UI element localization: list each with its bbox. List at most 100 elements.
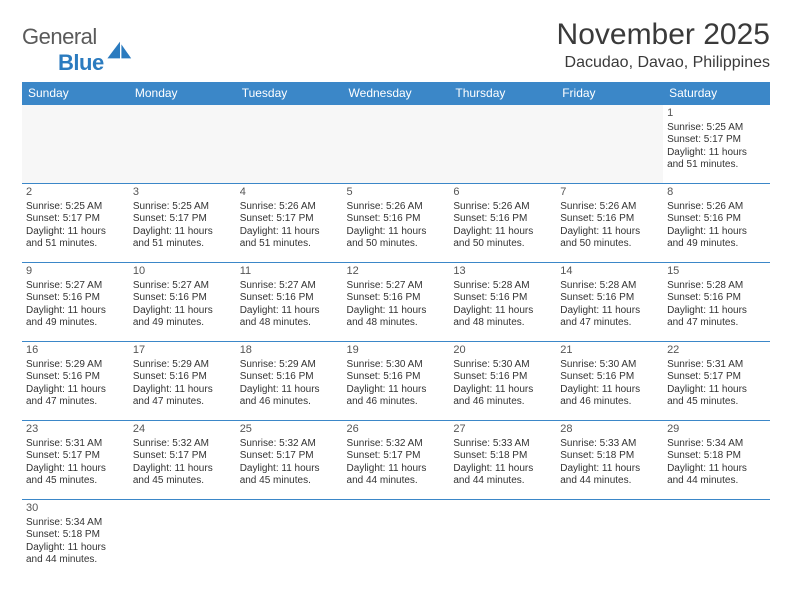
day-number: 17 <box>133 344 232 358</box>
daylight-text: Daylight: 11 hours <box>560 384 659 397</box>
calendar-cell: 10Sunrise: 5:27 AMSunset: 5:16 PMDayligh… <box>129 263 236 342</box>
day-number: 10 <box>133 265 232 279</box>
daylight-text-2: and 49 minutes. <box>26 317 125 330</box>
day-number: 18 <box>240 344 339 358</box>
calendar-cell-empty <box>343 500 450 579</box>
sunrise-text: Sunrise: 5:26 AM <box>560 201 659 214</box>
calendar-row: 1Sunrise: 5:25 AMSunset: 5:17 PMDaylight… <box>22 105 770 184</box>
sunset-text: Sunset: 5:16 PM <box>240 292 339 305</box>
logo-word-spacer: Blue <box>58 50 104 75</box>
calendar-cell-empty <box>129 500 236 579</box>
day-number: 5 <box>347 186 446 200</box>
sunset-text: Sunset: 5:17 PM <box>667 134 766 147</box>
calendar-cell: 26Sunrise: 5:32 AMSunset: 5:17 PMDayligh… <box>343 421 450 500</box>
calendar-cell: 30Sunrise: 5:34 AMSunset: 5:18 PMDayligh… <box>22 500 129 579</box>
daylight-text: Daylight: 11 hours <box>667 147 766 160</box>
daylight-text-2: and 48 minutes. <box>240 317 339 330</box>
daylight-text: Daylight: 11 hours <box>667 305 766 318</box>
daylight-text: Daylight: 11 hours <box>240 384 339 397</box>
sunset-text: Sunset: 5:17 PM <box>240 450 339 463</box>
day-number: 7 <box>560 186 659 200</box>
sunset-text: Sunset: 5:17 PM <box>26 450 125 463</box>
day-number: 2 <box>26 186 125 200</box>
day-header: Sunday <box>22 82 129 105</box>
day-header: Thursday <box>449 82 556 105</box>
calendar-cell-empty <box>236 500 343 579</box>
sunrise-text: Sunrise: 5:26 AM <box>453 201 552 214</box>
calendar-row: 23Sunrise: 5:31 AMSunset: 5:17 PMDayligh… <box>22 421 770 500</box>
sunrise-text: Sunrise: 5:34 AM <box>26 517 125 530</box>
sunrise-text: Sunrise: 5:30 AM <box>347 359 446 372</box>
calendar-cell: 15Sunrise: 5:28 AMSunset: 5:16 PMDayligh… <box>663 263 770 342</box>
sunset-text: Sunset: 5:18 PM <box>560 450 659 463</box>
sunset-text: Sunset: 5:18 PM <box>26 529 125 542</box>
sunset-text: Sunset: 5:16 PM <box>133 292 232 305</box>
calendar-cell: 17Sunrise: 5:29 AMSunset: 5:16 PMDayligh… <box>129 342 236 421</box>
calendar-cell: 4Sunrise: 5:26 AMSunset: 5:17 PMDaylight… <box>236 184 343 263</box>
day-number: 25 <box>240 423 339 437</box>
calendar-cell: 2Sunrise: 5:25 AMSunset: 5:17 PMDaylight… <box>22 184 129 263</box>
daylight-text-2: and 45 minutes. <box>240 475 339 488</box>
sunrise-text: Sunrise: 5:27 AM <box>133 280 232 293</box>
daylight-text: Daylight: 11 hours <box>26 226 125 239</box>
calendar-cell: 11Sunrise: 5:27 AMSunset: 5:16 PMDayligh… <box>236 263 343 342</box>
day-number: 12 <box>347 265 446 279</box>
sunrise-text: Sunrise: 5:28 AM <box>453 280 552 293</box>
calendar-cell: 24Sunrise: 5:32 AMSunset: 5:17 PMDayligh… <box>129 421 236 500</box>
day-number: 29 <box>667 423 766 437</box>
calendar-cell: 23Sunrise: 5:31 AMSunset: 5:17 PMDayligh… <box>22 421 129 500</box>
daylight-text-2: and 46 minutes. <box>560 396 659 409</box>
sunset-text: Sunset: 5:17 PM <box>133 450 232 463</box>
sunset-text: Sunset: 5:18 PM <box>453 450 552 463</box>
daylight-text: Daylight: 11 hours <box>26 542 125 555</box>
calendar-cell: 3Sunrise: 5:25 AMSunset: 5:17 PMDaylight… <box>129 184 236 263</box>
day-number: 23 <box>26 423 125 437</box>
calendar-cell: 9Sunrise: 5:27 AMSunset: 5:16 PMDaylight… <box>22 263 129 342</box>
day-number: 8 <box>667 186 766 200</box>
daylight-text-2: and 49 minutes. <box>667 238 766 251</box>
sunrise-text: Sunrise: 5:30 AM <box>453 359 552 372</box>
sunrise-text: Sunrise: 5:27 AM <box>347 280 446 293</box>
calendar-cell: 18Sunrise: 5:29 AMSunset: 5:16 PMDayligh… <box>236 342 343 421</box>
daylight-text-2: and 44 minutes. <box>26 554 125 567</box>
day-number: 15 <box>667 265 766 279</box>
logo-word-a: General <box>22 24 97 49</box>
calendar-cell: 29Sunrise: 5:34 AMSunset: 5:18 PMDayligh… <box>663 421 770 500</box>
day-number: 27 <box>453 423 552 437</box>
daylight-text: Daylight: 11 hours <box>26 463 125 476</box>
sunrise-text: Sunrise: 5:26 AM <box>240 201 339 214</box>
calendar-cell-empty <box>556 500 663 579</box>
day-number: 14 <box>560 265 659 279</box>
sunset-text: Sunset: 5:16 PM <box>560 292 659 305</box>
sunrise-text: Sunrise: 5:33 AM <box>453 438 552 451</box>
daylight-text: Daylight: 11 hours <box>240 463 339 476</box>
daylight-text: Daylight: 11 hours <box>453 226 552 239</box>
month-title: November 2025 <box>557 18 770 52</box>
daylight-text: Daylight: 11 hours <box>560 305 659 318</box>
calendar-cell: 5Sunrise: 5:26 AMSunset: 5:16 PMDaylight… <box>343 184 450 263</box>
calendar-cell-empty <box>556 105 663 184</box>
calendar-row: 30Sunrise: 5:34 AMSunset: 5:18 PMDayligh… <box>22 500 770 579</box>
calendar-cell-empty <box>22 105 129 184</box>
day-header: Monday <box>129 82 236 105</box>
sunrise-text: Sunrise: 5:30 AM <box>560 359 659 372</box>
calendar-cell-empty <box>449 105 556 184</box>
day-number: 28 <box>560 423 659 437</box>
daylight-text-2: and 51 minutes. <box>133 238 232 251</box>
day-number: 6 <box>453 186 552 200</box>
daylight-text: Daylight: 11 hours <box>347 384 446 397</box>
day-number: 24 <box>133 423 232 437</box>
calendar-cell: 27Sunrise: 5:33 AMSunset: 5:18 PMDayligh… <box>449 421 556 500</box>
daylight-text-2: and 45 minutes. <box>667 396 766 409</box>
daylight-text-2: and 46 minutes. <box>240 396 339 409</box>
daylight-text: Daylight: 11 hours <box>560 463 659 476</box>
calendar-cell: 28Sunrise: 5:33 AMSunset: 5:18 PMDayligh… <box>556 421 663 500</box>
sunrise-text: Sunrise: 5:32 AM <box>347 438 446 451</box>
sunset-text: Sunset: 5:17 PM <box>667 371 766 384</box>
daylight-text-2: and 50 minutes. <box>347 238 446 251</box>
day-number: 20 <box>453 344 552 358</box>
sunset-text: Sunset: 5:16 PM <box>347 371 446 384</box>
sunrise-text: Sunrise: 5:25 AM <box>26 201 125 214</box>
daylight-text: Daylight: 11 hours <box>347 226 446 239</box>
daylight-text: Daylight: 11 hours <box>347 305 446 318</box>
